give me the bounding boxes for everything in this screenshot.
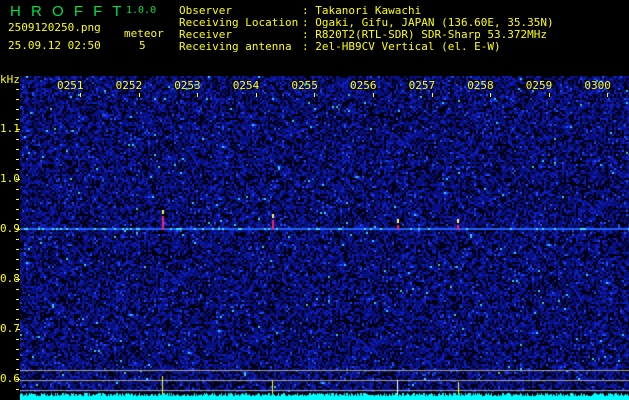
- y-tick: [16, 249, 19, 250]
- info-value: : 2el-HB9CV Vertical (el. E-W): [302, 40, 501, 53]
- y-tick: [16, 119, 19, 120]
- y-tick: [16, 299, 19, 300]
- y-tick: [16, 169, 19, 170]
- y-tick: [16, 359, 19, 360]
- x-tick: [138, 93, 140, 97]
- y-tick: [16, 179, 20, 180]
- y-tick: [16, 329, 20, 330]
- x-tick-label: 0251: [57, 79, 84, 92]
- y-tick: [16, 129, 20, 130]
- y-tick-label: 1.0: [0, 172, 20, 185]
- meteor-label: meteor: [124, 27, 164, 40]
- x-tick: [80, 93, 81, 97]
- y-tick-label: 0.6: [0, 372, 20, 385]
- y-tick: [16, 99, 19, 100]
- y-tick: [16, 279, 20, 280]
- info-label: Receiving Location: [179, 16, 299, 29]
- y-tick: [16, 109, 19, 110]
- y-tick: [16, 339, 19, 340]
- y-tick: [16, 379, 20, 380]
- x-tick-label: 0254: [232, 79, 260, 92]
- y-tick: [16, 139, 19, 140]
- y-tick: [16, 149, 19, 150]
- x-tick-label: 0252: [115, 79, 143, 92]
- y-tick: [16, 219, 19, 220]
- y-tick: [16, 199, 19, 200]
- app-logo: H R O F F T: [10, 3, 125, 20]
- y-tick-label: 1.1: [0, 122, 20, 135]
- y-tick: [16, 259, 19, 260]
- y-axis-unit: kHz: [0, 73, 20, 86]
- y-tick: [16, 309, 19, 310]
- x-tick-label: 0300: [584, 79, 611, 92]
- y-tick: [16, 159, 19, 160]
- info-value: : R820T2(RTL-SDR) SDR-Sharp 53.372MHz: [302, 28, 548, 41]
- x-tick: [255, 93, 257, 97]
- x-tick-label: 0258: [467, 79, 494, 92]
- y-tick: [16, 349, 19, 350]
- y-tick: [16, 389, 19, 390]
- y-tick: [16, 239, 19, 240]
- x-tick: [373, 93, 374, 97]
- x-tick-label: 0255: [291, 79, 318, 92]
- x-tick-label: 0259: [525, 79, 553, 92]
- info-value: : Ogaki, Gifu, JAPAN (136.60E, 35.35N): [302, 16, 554, 29]
- x-tick-label: 0253: [174, 79, 201, 92]
- y-tick: [16, 189, 19, 190]
- y-tick: [16, 369, 19, 370]
- x-tick: [548, 93, 550, 97]
- info-label: Receiving antenna: [179, 40, 292, 53]
- y-tick: [16, 269, 19, 270]
- y-tick-label: 0.8: [0, 272, 20, 285]
- meteor-count: 5: [139, 39, 146, 52]
- x-tick: [431, 93, 433, 97]
- x-tick: [607, 93, 609, 97]
- info-label: Observer: [179, 4, 232, 17]
- y-tick: [16, 209, 19, 210]
- y-tick: [16, 319, 19, 320]
- y-tick: [16, 89, 19, 90]
- info-value: : Takanori Kawachi: [302, 4, 422, 17]
- x-tick: [314, 93, 316, 97]
- x-tick-label: 0256: [350, 79, 377, 92]
- y-tick: [16, 229, 20, 230]
- app-version: 1.0.0: [126, 5, 157, 16]
- y-tick-label: 0.9: [0, 222, 20, 235]
- x-tick: [490, 93, 492, 97]
- spectrogram: [20, 76, 629, 400]
- info-label: Receiver: [179, 28, 232, 41]
- x-tick: [197, 93, 199, 97]
- x-tick-label: 0257: [408, 79, 436, 92]
- file-name: 2509120250.png: [8, 21, 101, 34]
- y-tick-label: 0.7: [0, 322, 20, 335]
- y-tick: [16, 289, 19, 290]
- file-datetime: 25.09.12 02:50: [8, 39, 101, 52]
